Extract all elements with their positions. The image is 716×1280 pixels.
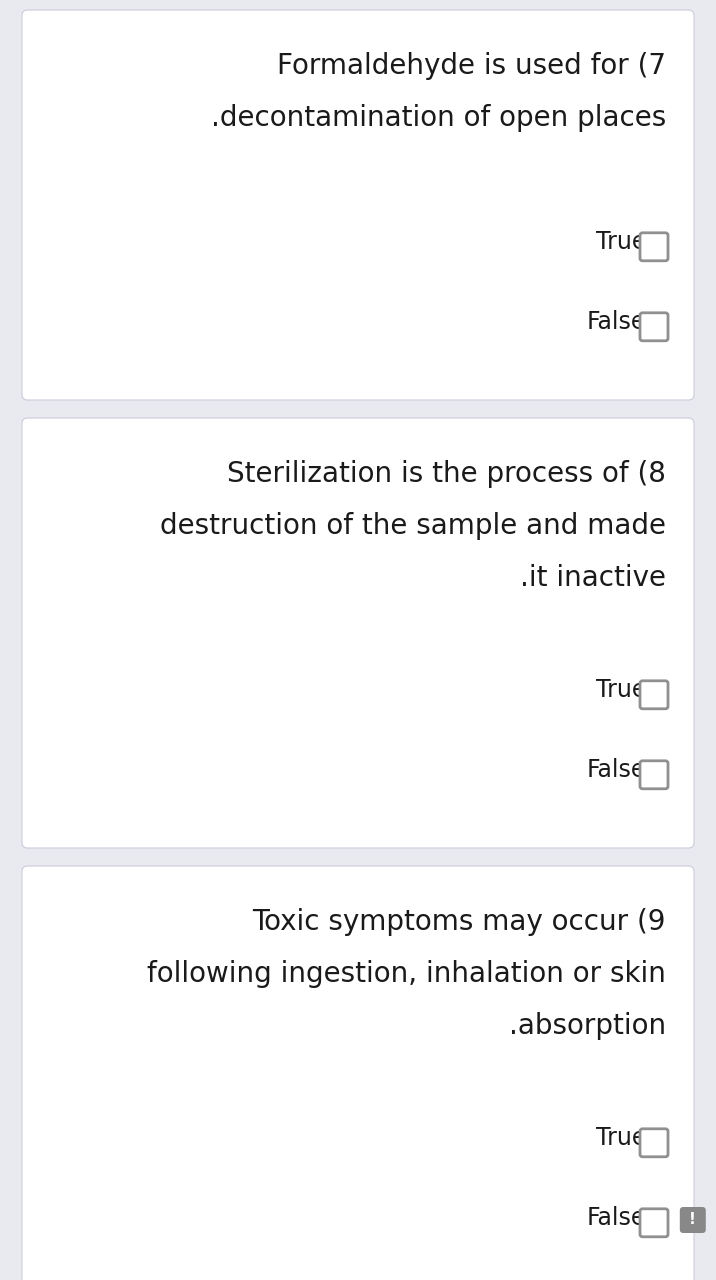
FancyBboxPatch shape — [640, 1129, 668, 1157]
Text: Sterilization is the process of (8: Sterilization is the process of (8 — [227, 460, 666, 488]
Text: .decontamination of open places: .decontamination of open places — [211, 104, 666, 132]
Text: following ingestion, inhalation or skin: following ingestion, inhalation or skin — [147, 960, 666, 988]
Text: .absorption: .absorption — [509, 1012, 666, 1039]
FancyBboxPatch shape — [640, 760, 668, 788]
Text: Formaldehyde is used for (7: Formaldehyde is used for (7 — [277, 52, 666, 79]
FancyBboxPatch shape — [640, 1208, 668, 1236]
FancyBboxPatch shape — [22, 419, 694, 847]
Text: False: False — [587, 1206, 647, 1230]
FancyBboxPatch shape — [22, 867, 694, 1280]
Text: True: True — [596, 678, 647, 701]
Text: True: True — [596, 230, 647, 253]
FancyBboxPatch shape — [679, 1207, 706, 1233]
FancyBboxPatch shape — [22, 10, 694, 399]
Text: destruction of the sample and made: destruction of the sample and made — [160, 512, 666, 540]
Text: True: True — [596, 1126, 647, 1149]
Text: False: False — [587, 758, 647, 782]
FancyBboxPatch shape — [640, 233, 668, 261]
Text: !: ! — [690, 1212, 696, 1228]
FancyBboxPatch shape — [640, 681, 668, 709]
FancyBboxPatch shape — [640, 312, 668, 340]
Text: Toxic symptoms may occur (9: Toxic symptoms may occur (9 — [253, 908, 666, 936]
Text: .it inactive: .it inactive — [520, 564, 666, 591]
Text: False: False — [587, 310, 647, 334]
